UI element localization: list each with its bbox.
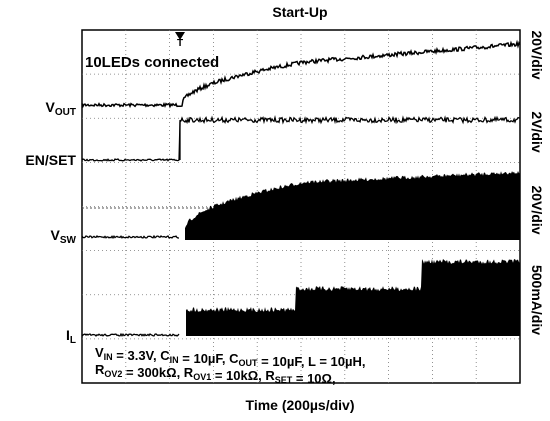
channel-subscript: OUT xyxy=(55,107,76,118)
vsw-baseline xyxy=(81,234,179,240)
condition-text: V xyxy=(95,345,104,360)
enset-trace xyxy=(81,115,521,162)
channel-label: EN/SET xyxy=(25,152,76,168)
condition-subscript: IN xyxy=(170,355,179,365)
il-baseline xyxy=(81,332,180,338)
condition-text: = 300kΩ, R xyxy=(122,365,193,380)
condition-text: = 10µF, C xyxy=(179,351,239,366)
conditions-line: VIN = 3.3V, CIN = 10µF, COUT = 10µF, L =… xyxy=(95,345,366,369)
condition-text: = 10Ω, xyxy=(292,371,335,386)
condition-subscript: OV1 xyxy=(193,372,211,382)
channel-subscript: L xyxy=(70,335,76,346)
channel-name: V xyxy=(46,99,56,115)
waveforms xyxy=(81,39,521,338)
condition-text: R xyxy=(95,362,105,377)
channel-label: VSW xyxy=(51,227,77,246)
channel-label: IL xyxy=(66,327,76,346)
channel-name: I xyxy=(66,327,70,343)
channel-scale: 20V/div xyxy=(529,185,545,234)
condition-subscript: OV2 xyxy=(104,369,122,379)
channel-scale: 500mA/div xyxy=(529,265,545,335)
vsw-envelope xyxy=(185,171,520,240)
condition-subscript: IN xyxy=(104,352,113,362)
channel-subscript: SW xyxy=(60,235,77,246)
channel-name: EN/SET xyxy=(25,152,76,168)
annotation: 10LEDs connected xyxy=(85,54,219,71)
channel-scale: 2V/div xyxy=(529,111,545,152)
trigger-marker xyxy=(175,32,185,40)
channel-label: VOUT xyxy=(46,99,76,118)
il-envelope xyxy=(186,259,520,336)
condition-subscript: OUT xyxy=(239,358,259,368)
vout-trace xyxy=(81,39,521,109)
channel-scale: 20V/div xyxy=(529,30,545,79)
condition-text: = 10kΩ, R xyxy=(211,368,275,383)
condition-subscript: SET xyxy=(275,375,293,385)
conditions-line: ROV2 = 300kΩ, ROV1 = 10kΩ, RSET = 10Ω, xyxy=(95,362,336,386)
trigger-label: T xyxy=(177,38,183,49)
title: Start-Up xyxy=(272,4,327,20)
condition-text: = 3.3V, C xyxy=(113,348,171,363)
condition-text: = 10µF, L = 10µH, xyxy=(258,354,366,369)
channel-name: V xyxy=(51,227,61,243)
x-axis-label: Time (200µs/div) xyxy=(246,397,355,413)
